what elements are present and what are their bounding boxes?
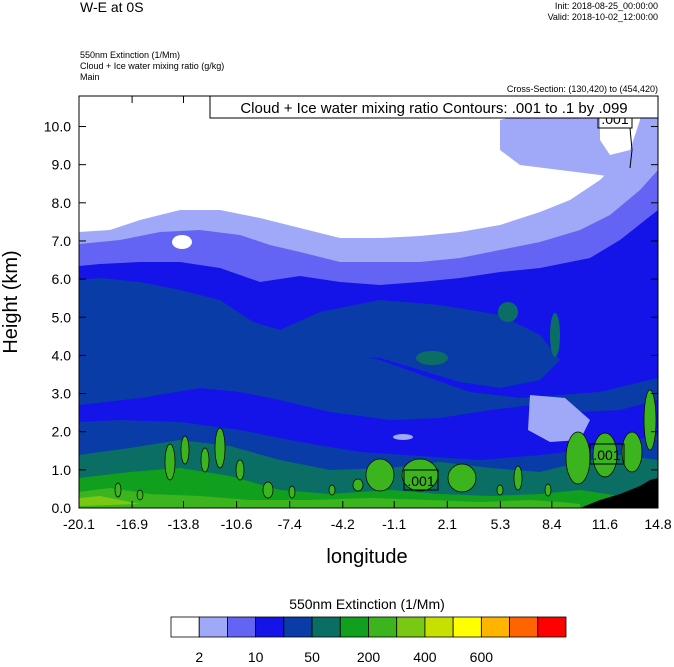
cloud-cell xyxy=(328,484,336,496)
terrain xyxy=(580,478,658,508)
fill-teal-blob-1 xyxy=(416,351,448,365)
cloud-cell xyxy=(544,483,552,497)
fill-teal-blob-2 xyxy=(498,302,518,322)
x-tick-label: 11.6 xyxy=(592,516,618,532)
cloud-cell xyxy=(262,481,274,499)
colorbar-title: 550nm Extinction (1/Mm) xyxy=(289,596,445,612)
cloud-cell xyxy=(288,485,296,499)
y-tick-label: 9.0 xyxy=(52,157,72,173)
x-tick-label: -1.1 xyxy=(382,516,406,532)
y-axis-title: Height (km) xyxy=(0,250,22,353)
y-tick-label: 6.0 xyxy=(52,271,72,287)
colorbar-swatch xyxy=(198,616,228,638)
colorbar-swatch xyxy=(311,616,341,638)
cloud-cell xyxy=(114,482,122,498)
colorbar-swatch xyxy=(368,616,398,638)
colorbar-swatch xyxy=(537,616,567,638)
colorbar-label: 600 xyxy=(470,649,494,665)
y-tick-label: 3.0 xyxy=(52,386,72,402)
contour-line xyxy=(629,127,633,169)
y-tick-label: 0.0 xyxy=(52,500,72,516)
x-tick-label: 8.4 xyxy=(542,516,562,532)
colorbar-swatch xyxy=(480,616,510,638)
contour-label: .001 xyxy=(593,447,620,463)
cloud-cell xyxy=(513,465,523,491)
x-tick-label: -4.2 xyxy=(331,516,355,532)
x-tick-label: -13.8 xyxy=(168,516,200,532)
colorbar xyxy=(170,616,567,638)
cloud-cell xyxy=(565,431,591,485)
y-tick-label: 5.0 xyxy=(52,309,72,325)
cloud-cell xyxy=(447,463,477,493)
x-tick-label: 14.8 xyxy=(644,516,671,532)
x-tick-label: 2.1 xyxy=(438,516,458,532)
colorbar-swatch xyxy=(170,616,200,638)
extinction-fill-layer xyxy=(79,96,658,508)
colorbar-label: 50 xyxy=(304,649,320,665)
x-tick-label: -20.1 xyxy=(63,516,95,532)
colorbar-swatch xyxy=(452,616,482,638)
init-time: Init: 2018-08-25_00:00:00 xyxy=(554,1,658,11)
fill-light-blue-patch xyxy=(528,395,590,442)
contour-info-text: Cloud + Ice water mixing ratio Contours:… xyxy=(240,100,627,117)
cloud-cell xyxy=(235,459,245,481)
x-tick-label: -16.9 xyxy=(116,516,148,532)
contour-label-box xyxy=(403,469,439,491)
cloud-cell xyxy=(496,484,504,496)
field-label-mixing-ratio: Cloud + Ice water mixing ratio (g/kg) xyxy=(80,61,225,71)
colorbar-label: 2 xyxy=(195,649,203,665)
y-tick-label: 1.0 xyxy=(52,462,72,478)
y-tick-label: 8.0 xyxy=(52,195,72,211)
cloud-cell xyxy=(352,478,364,492)
colorbar-swatch xyxy=(227,616,257,638)
cloud-cell xyxy=(180,435,190,465)
valid-time: Valid: 2018-10-02_12:00:00 xyxy=(547,12,658,22)
y-tick-label: 4.0 xyxy=(52,347,72,363)
y-axis: 0.0 1.0 2.0 3.0 4.0 5.0 6.0 7.0 8.0 9.0 10.0 xyxy=(44,119,658,516)
cloud-cell xyxy=(621,431,643,473)
x-tick-label: -10.6 xyxy=(221,516,253,532)
cloud-cells xyxy=(114,389,657,501)
cloud-cell xyxy=(200,447,210,473)
contour-label-box xyxy=(589,443,625,465)
colorbar-swatch xyxy=(424,616,454,638)
field-label-main: Main xyxy=(80,72,100,82)
colorbar-label: 10 xyxy=(248,649,264,665)
y-tick-label: 7.0 xyxy=(52,233,72,249)
colorbar-label: 200 xyxy=(357,649,381,665)
fill-teal-blob-3 xyxy=(550,313,560,357)
cloud-cell xyxy=(643,389,657,451)
y-tick-label: 2.0 xyxy=(52,424,72,440)
fill-light-green-surface xyxy=(79,488,580,508)
colorbar-swatch xyxy=(339,616,369,638)
colorbar-swatch xyxy=(255,616,285,638)
contour-label: .001 xyxy=(407,473,434,489)
cloud-cell xyxy=(365,458,395,492)
y-tick-label: 10.0 xyxy=(44,119,71,135)
colorbar-labels: 2 10 50 200 400 600 xyxy=(195,649,493,665)
colorbar-swatch xyxy=(396,616,426,638)
chart-title: W-E at 0S xyxy=(80,0,144,15)
fill-yellow-green-surface xyxy=(79,496,140,506)
x-tick-label: -7.4 xyxy=(278,516,302,532)
cloud-cell xyxy=(214,427,226,469)
cloud-cell xyxy=(136,489,144,501)
x-tick-label: 5.3 xyxy=(491,516,511,532)
fill-blue-lower xyxy=(79,388,658,460)
contour-info-box xyxy=(209,95,659,119)
cloud-cell xyxy=(164,443,176,481)
colorbar-swatch xyxy=(509,616,539,638)
fill-white-blob-1 xyxy=(172,235,192,249)
colorbar-swatch xyxy=(283,616,313,638)
cross-section-label: Cross-Section: (130,420) to (454,420) xyxy=(506,84,658,94)
field-label-extinction: 550nm Extinction (1/Mm) xyxy=(80,50,181,60)
fill-white-blob-2 xyxy=(393,434,413,440)
colorbar-label: 400 xyxy=(413,649,437,665)
x-axis-title: longitude xyxy=(326,546,407,568)
